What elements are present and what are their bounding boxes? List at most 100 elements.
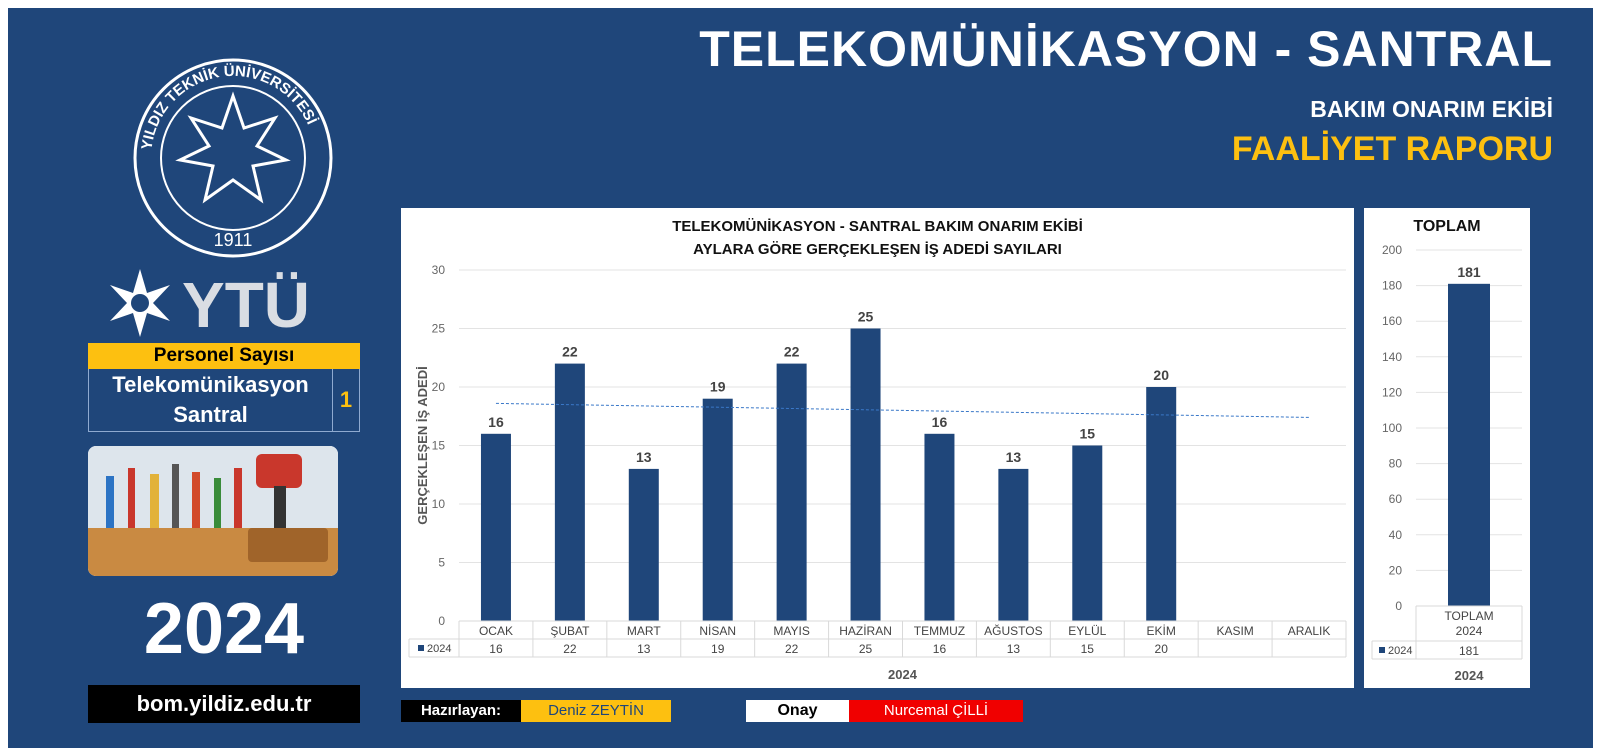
total-chart-plot: 020406080100120140160180200181TOPLAM2024… bbox=[1371, 243, 1523, 683]
bar bbox=[1072, 445, 1103, 621]
star-icon bbox=[175, 91, 291, 204]
approval-name: Nurcemal ÇİLLİ bbox=[849, 700, 1023, 722]
y-tick-label: 100 bbox=[1382, 421, 1402, 435]
total-chart-title: TOPLAM bbox=[1413, 218, 1481, 235]
monthly-chart: TELEKOMÜNİKASYON - SANTRAL BAKIM ONARIM … bbox=[401, 208, 1354, 688]
staff-row: Telekomünikasyon Santral 1 bbox=[88, 369, 360, 432]
chart-title: TELEKOMÜNİKASYON - SANTRAL BAKIM ONARIM … bbox=[672, 218, 1083, 235]
x-axis-label: 2024 bbox=[888, 667, 918, 682]
table-value: 16 bbox=[489, 642, 503, 656]
bar bbox=[1146, 387, 1177, 621]
report-panel: TELEKOMÜNİKASYON - SANTRAL BAKIM ONARIM … bbox=[8, 8, 1593, 748]
chart-subtitle: AYLARA GÖRE GERÇEKLEŞEN İŞ ADEDİ SAYILAR… bbox=[693, 241, 1062, 258]
y-tick-label: 30 bbox=[432, 263, 446, 277]
table-value: 20 bbox=[1155, 642, 1169, 656]
university-seal-logo: YILDIZ TEKNİK ÜNİVERSİTESİ 1911 bbox=[133, 58, 333, 258]
data-label: 13 bbox=[636, 449, 652, 465]
legend-swatch bbox=[418, 645, 424, 651]
y-tick-label: 10 bbox=[432, 497, 446, 511]
table-value: 25 bbox=[859, 642, 873, 656]
x-tick-label: KASIM bbox=[1216, 624, 1253, 638]
x-tick-label: HAZİRAN bbox=[839, 624, 892, 638]
y-tick-label: 20 bbox=[1389, 563, 1403, 577]
bar bbox=[480, 433, 511, 621]
ytu-star-icon bbox=[110, 269, 170, 337]
staff-count-value: 1 bbox=[339, 387, 353, 412]
data-label: 22 bbox=[784, 344, 800, 360]
x-tick-label: TEMMUZ bbox=[914, 624, 965, 638]
total-chart: TOPLAM 0 20 40 60 80 100 120 140 160 180 200 181 TOP… bbox=[1364, 208, 1530, 688]
x-tick-label: EKİM bbox=[1147, 624, 1176, 638]
table-value: 181 bbox=[1459, 644, 1479, 658]
y-tick-label: 25 bbox=[432, 322, 446, 336]
legend-swatch bbox=[1379, 647, 1385, 653]
y-tick-label: 0 bbox=[1395, 599, 1402, 613]
staff-count-box: Personel Sayısı Telekomünikasyon Santral… bbox=[88, 343, 360, 432]
y-tick-label: 80 bbox=[1389, 457, 1403, 471]
x-tick-label: MART bbox=[627, 624, 661, 638]
x-tick-label: ŞUBAT bbox=[550, 624, 590, 638]
bar bbox=[776, 363, 807, 621]
ytu-logo: YTÜ bbox=[110, 269, 310, 341]
y-tick-label: 40 bbox=[1389, 528, 1403, 542]
y-tick-label: 140 bbox=[1382, 350, 1402, 364]
website-link[interactable]: bom.yildiz.edu.tr bbox=[88, 685, 360, 723]
x-tick-label: EYLÜL bbox=[1068, 624, 1106, 638]
staff-unit-line1: Telekomünikasyon bbox=[112, 372, 309, 397]
data-label: 20 bbox=[1153, 367, 1169, 383]
data-label: 22 bbox=[562, 344, 578, 360]
bar bbox=[628, 468, 659, 621]
report-title: TELEKOMÜNİKASYON - SANTRAL bbox=[699, 21, 1553, 77]
bar bbox=[702, 398, 733, 621]
staff-heading: Personel Sayısı bbox=[88, 343, 360, 369]
data-label: 15 bbox=[1080, 426, 1096, 442]
table-value: 13 bbox=[637, 642, 651, 656]
x-tick-label: MAYIS bbox=[773, 624, 809, 638]
y-axis-label: GERÇEKLEŞEN İŞ ADEDİ bbox=[415, 366, 430, 524]
table-value: 13 bbox=[1007, 642, 1021, 656]
bar bbox=[554, 363, 585, 621]
monthly-chart-plot: 0 5 10 15 20 25 30 GERÇEKLEŞEN İŞ ADEDİ 16 22 13 19… bbox=[408, 263, 1347, 682]
data-label: 16 bbox=[488, 414, 504, 430]
y-tick-label: 180 bbox=[1382, 279, 1402, 293]
table-value: 22 bbox=[563, 642, 577, 656]
hands-with-tools-icon bbox=[106, 454, 328, 562]
bar bbox=[850, 328, 881, 621]
x-tick-label: ARALIK bbox=[1288, 624, 1331, 638]
bar bbox=[924, 433, 955, 621]
y-tick-label: 160 bbox=[1382, 314, 1402, 328]
staff-unit: Telekomünikasyon Santral bbox=[89, 369, 333, 431]
data-label: 16 bbox=[932, 414, 948, 430]
y-tick-label: 20 bbox=[432, 380, 446, 394]
data-label: 181 bbox=[1457, 264, 1481, 280]
x-tick-label: TOPLAM bbox=[1444, 609, 1493, 623]
x-tick-label: AĞUSTOS bbox=[984, 623, 1042, 638]
approval-label: Onay bbox=[746, 700, 849, 722]
y-tick-label: 60 bbox=[1389, 492, 1403, 506]
table-value: 15 bbox=[1081, 642, 1095, 656]
y-tick-label: 200 bbox=[1382, 243, 1402, 257]
y-tick-label: 15 bbox=[432, 439, 446, 453]
data-label: 25 bbox=[858, 309, 874, 325]
data-label: 13 bbox=[1006, 449, 1022, 465]
report-label: FAALİYET RAPORU bbox=[1231, 130, 1553, 168]
year-display: 2024 bbox=[143, 589, 305, 669]
staff-unit-line2: Santral bbox=[173, 402, 248, 427]
prepared-by-label: Hazırlayan: bbox=[401, 700, 521, 722]
y-tick-label: 5 bbox=[438, 556, 445, 570]
x-axis-label: 2024 bbox=[1455, 668, 1485, 683]
legend-label: 2024 bbox=[427, 643, 451, 655]
seal-year: 1911 bbox=[214, 230, 253, 250]
x-tick-label: 2024 bbox=[1456, 624, 1483, 638]
bar bbox=[1448, 283, 1490, 606]
x-tick-label: NİSAN bbox=[699, 624, 736, 638]
ytu-logo-text: YTÜ bbox=[182, 269, 310, 341]
table-value: 22 bbox=[785, 642, 799, 656]
y-tick-label: 120 bbox=[1382, 385, 1402, 399]
tools-image bbox=[88, 446, 338, 576]
trendline bbox=[495, 402, 1310, 418]
x-tick-label: OCAK bbox=[479, 624, 513, 638]
data-label: 19 bbox=[710, 379, 726, 395]
prepared-by-name: Deniz ZEYTİN bbox=[521, 700, 671, 722]
bar bbox=[998, 468, 1029, 621]
